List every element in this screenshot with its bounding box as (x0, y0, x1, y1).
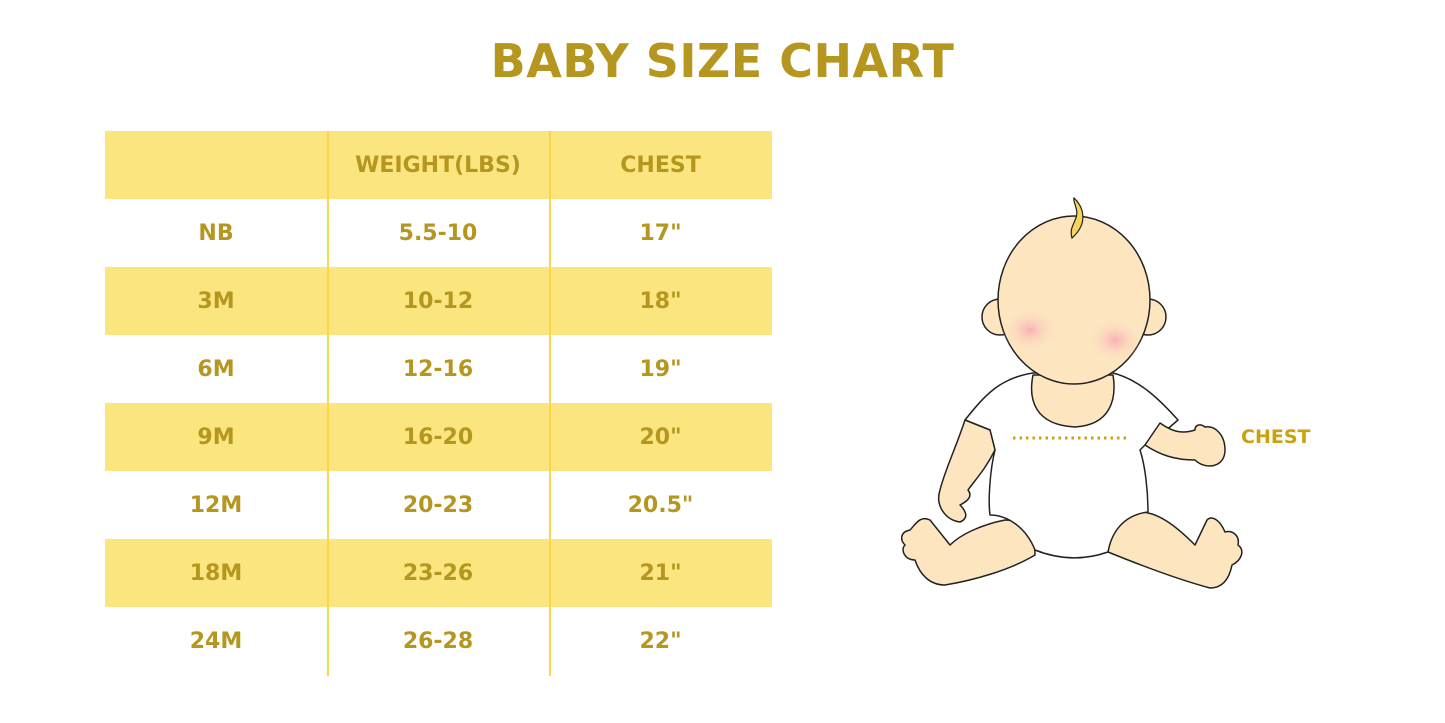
weight-cell: 5.5-10 (398, 220, 478, 246)
header-chest: CHEST (620, 152, 701, 178)
weight-cell: 10-12 (402, 288, 474, 314)
chest-cell: 22" (639, 628, 682, 654)
weight-cell: 26-28 (402, 628, 474, 654)
size-cell: 9M (197, 424, 235, 450)
table-row: 9M 16-20 20" (105, 403, 772, 471)
column-divider (549, 131, 551, 676)
size-cell: 6M (197, 356, 235, 382)
table-header-row: WEIGHT(LBS) CHEST (105, 131, 772, 199)
size-cell: 24M (189, 628, 243, 654)
hair-curl (1070, 197, 1084, 240)
weight-cell: 20-23 (402, 492, 474, 518)
size-cell: 18M (189, 560, 243, 586)
right-leg (1107, 511, 1243, 589)
table-row: NB 5.5-10 17" (105, 199, 772, 267)
chest-cell: 18" (639, 288, 682, 314)
table-row: 18M 23-26 21" (105, 539, 772, 607)
size-cell: NB (198, 220, 234, 246)
size-table: WEIGHT(LBS) CHEST NB 5.5-10 17" 3M 10-12… (105, 131, 772, 675)
size-cell: 12M (189, 492, 243, 518)
table-row: 3M 10-12 18" (105, 267, 772, 335)
left-arm (938, 419, 996, 523)
right-cheek (1087, 318, 1143, 362)
left-cheek (1002, 308, 1058, 352)
chest-cell: 20" (639, 424, 682, 450)
table-row: 12M 20-23 20.5" (105, 471, 772, 539)
chest-cell: 19" (639, 356, 682, 382)
size-cell: 3M (197, 288, 235, 314)
weight-cell: 12-16 (402, 356, 474, 382)
page-title: BABY SIZE CHART (490, 34, 955, 88)
weight-cell: 23-26 (402, 560, 474, 586)
table-row: 24M 26-28 22" (105, 607, 772, 675)
left-leg (900, 518, 1036, 586)
chest-cell: 20.5" (627, 492, 694, 518)
header-weight: WEIGHT(LBS) (355, 152, 521, 178)
chest-label: CHEST (1241, 426, 1311, 448)
chest-cell: 17" (639, 220, 682, 246)
column-divider (327, 131, 329, 676)
weight-cell: 16-20 (402, 424, 474, 450)
right-arm (1144, 422, 1226, 467)
neck (1030, 374, 1115, 428)
table-row: 6M 12-16 19" (105, 335, 772, 403)
chest-cell: 21" (639, 560, 682, 586)
